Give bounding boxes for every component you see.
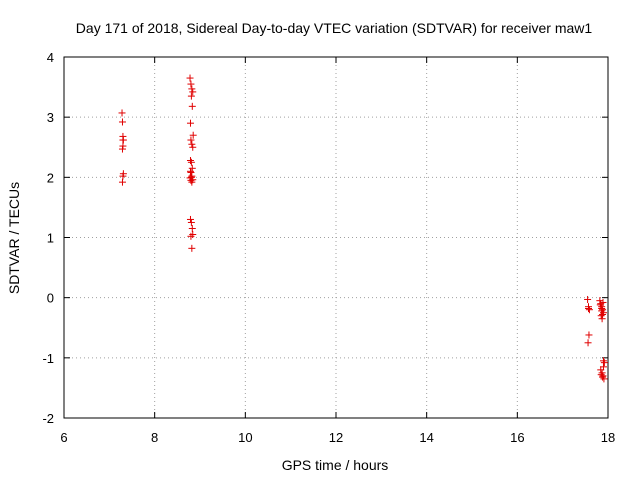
x-tick-label: 18 bbox=[601, 430, 615, 445]
data-point bbox=[188, 244, 196, 252]
data-point bbox=[585, 331, 593, 339]
data-point bbox=[187, 136, 195, 144]
data-point bbox=[600, 375, 608, 383]
data-point bbox=[188, 102, 196, 110]
data-point bbox=[186, 119, 194, 127]
data-point bbox=[118, 109, 126, 117]
y-tick-label: 2 bbox=[47, 170, 54, 185]
y-axis-label: SDTVAR / TECUs bbox=[6, 182, 22, 294]
grid bbox=[64, 57, 608, 418]
data-point bbox=[186, 215, 194, 223]
x-tick-label: 10 bbox=[238, 430, 252, 445]
data-point bbox=[118, 145, 126, 153]
data-point bbox=[187, 232, 195, 240]
data-point bbox=[186, 74, 194, 82]
y-tick-label: 4 bbox=[47, 50, 54, 65]
data-point bbox=[599, 357, 607, 365]
data-point bbox=[187, 158, 195, 166]
data-point bbox=[189, 131, 197, 139]
data-point bbox=[585, 306, 593, 314]
x-tick-label: 12 bbox=[329, 430, 343, 445]
y-tick-label: -1 bbox=[42, 351, 54, 366]
data-point bbox=[599, 373, 607, 381]
data-point bbox=[585, 304, 593, 312]
data-point bbox=[189, 143, 197, 151]
y-tick-label: 0 bbox=[47, 291, 54, 306]
x-axis-label: GPS time / hours bbox=[282, 457, 389, 473]
data-point bbox=[187, 92, 195, 100]
data-point bbox=[187, 173, 195, 181]
data-point bbox=[186, 156, 194, 164]
data-point bbox=[599, 363, 607, 371]
y-tick-label: 1 bbox=[47, 231, 54, 246]
data-point bbox=[187, 80, 195, 88]
data-point bbox=[188, 164, 196, 172]
data-point bbox=[119, 136, 127, 144]
data-point bbox=[186, 167, 194, 175]
data-point bbox=[189, 88, 197, 96]
data-points bbox=[118, 74, 608, 383]
x-tick-label: 16 bbox=[510, 430, 524, 445]
x-tick-label: 14 bbox=[419, 430, 433, 445]
x-tick-label: 6 bbox=[60, 430, 67, 445]
data-point bbox=[188, 140, 196, 148]
data-point bbox=[118, 178, 126, 186]
data-point bbox=[118, 118, 126, 126]
y-tick-label: -2 bbox=[42, 411, 54, 426]
data-point bbox=[599, 311, 607, 319]
data-point bbox=[119, 172, 127, 180]
data-point bbox=[596, 301, 604, 309]
data-point bbox=[189, 230, 197, 238]
x-tick-label: 8 bbox=[151, 430, 158, 445]
data-point bbox=[188, 85, 196, 93]
data-point bbox=[584, 295, 592, 303]
y-tick-label: 3 bbox=[47, 110, 54, 125]
data-point bbox=[600, 359, 608, 367]
data-point bbox=[188, 224, 196, 232]
chart-title: Day 171 of 2018, Sidereal Day-to-day VTE… bbox=[76, 20, 593, 36]
data-point bbox=[584, 339, 592, 347]
data-point bbox=[598, 304, 606, 312]
data-point bbox=[187, 218, 195, 226]
